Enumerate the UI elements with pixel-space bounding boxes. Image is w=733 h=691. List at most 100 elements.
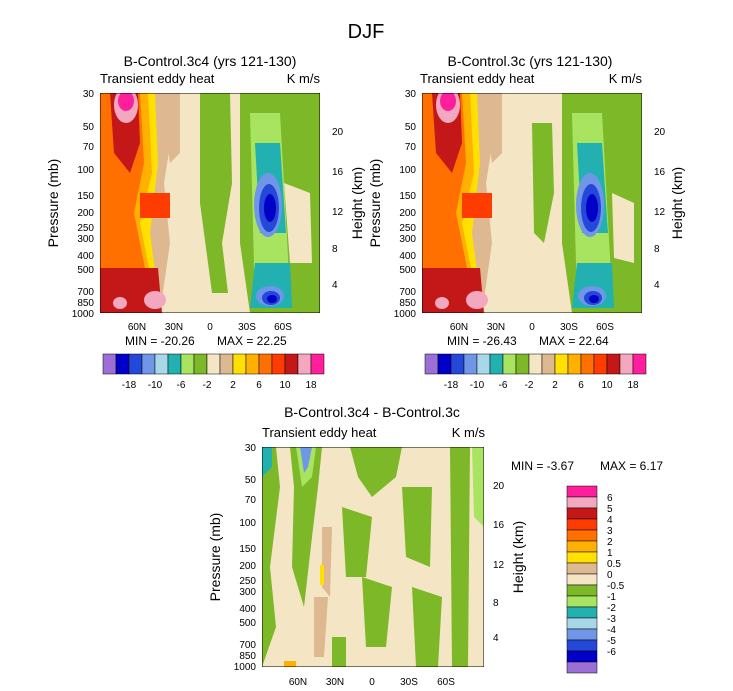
pressure-tick: 1000 <box>234 662 257 673</box>
pressure-tick: 400 <box>399 251 416 262</box>
pressure-tick: 50 <box>83 122 95 133</box>
pressure-tick: 150 <box>239 544 256 555</box>
pressure-tick: 700 <box>239 640 256 651</box>
colorbar-label: 1 <box>607 548 613 559</box>
pressure-tick: 200 <box>239 561 256 572</box>
height-tick: 12 <box>332 207 344 218</box>
lat-tick: 60S <box>596 322 614 333</box>
colorbar-label: 6 <box>607 493 613 504</box>
lat-tick: 30S <box>560 322 578 333</box>
pressure-tick: 70 <box>245 495 257 506</box>
colorbar-label: -2 <box>203 380 212 391</box>
pressure-tick: 30 <box>405 89 417 100</box>
pressure-tick: 850 <box>399 298 416 309</box>
panel-1-colorbar: -18 -10 -6 -2 2 6 10 18 <box>102 353 325 391</box>
colorbar-label: -6 <box>177 380 186 391</box>
lat-tick: 60N <box>450 322 468 333</box>
pressure-tick: 100 <box>77 165 94 176</box>
colorbar-label: 0 <box>607 570 613 581</box>
pressure-tick: 70 <box>83 142 95 153</box>
colorbar-label: 6 <box>256 380 262 391</box>
panel-1-yticks: 30 50 70 100 150 200 250 300 400 500 700… <box>72 89 95 320</box>
pressure-tick: 150 <box>399 191 416 202</box>
panel-3: B-Control.3c4 - B-Control.3c Transient e… <box>207 404 663 688</box>
colorbar-label: -5 <box>607 636 616 647</box>
pressure-tick: 300 <box>399 234 416 245</box>
height-tick: 8 <box>493 598 499 609</box>
height-tick: 20 <box>493 481 505 492</box>
pressure-tick: 400 <box>77 251 94 262</box>
pressure-tick: 250 <box>239 576 256 587</box>
pressure-tick: 70 <box>405 142 417 153</box>
pressure-tick: 1000 <box>394 309 417 320</box>
colorbar-label: -10 <box>470 380 485 391</box>
height-tick: 4 <box>493 633 499 644</box>
pressure-tick: 250 <box>77 223 94 234</box>
height-tick: 20 <box>654 127 666 138</box>
pressure-tick: 30 <box>245 443 257 454</box>
panel-1: B-Control.3c4 (yrs 121-130) Transient ed… <box>45 53 365 391</box>
height-tick: 16 <box>332 167 344 178</box>
colorbar-label: 6 <box>578 380 584 391</box>
lat-tick: 30S <box>238 322 256 333</box>
colorbar-label: -0.5 <box>607 581 625 592</box>
height-tick: 16 <box>654 167 666 178</box>
colorbar-label: 4 <box>607 515 613 526</box>
lat-tick: 60S <box>437 677 455 688</box>
lat-tick: 30S <box>400 677 418 688</box>
colorbar-label: 2 <box>230 380 236 391</box>
colorbar-label: 0.5 <box>607 559 621 570</box>
colorbar-label: -6 <box>499 380 508 391</box>
pressure-tick: 200 <box>77 208 94 219</box>
pressure-tick: 1000 <box>72 309 95 320</box>
pressure-tick: 50 <box>405 122 417 133</box>
panel-1-y2label: Height (km) <box>349 167 365 239</box>
pressure-tick: 250 <box>399 223 416 234</box>
pressure-tick: 500 <box>399 265 416 276</box>
colorbar-label: 10 <box>601 380 613 391</box>
colorbar-label: 5 <box>607 504 613 515</box>
lat-tick: 30N <box>326 677 344 688</box>
panel-2-units: K m/s <box>609 71 643 86</box>
pressure-tick: 850 <box>239 651 256 662</box>
panel-1-plot <box>100 93 320 313</box>
lat-tick: 60S <box>274 322 292 333</box>
lat-tick: 60N <box>128 322 146 333</box>
panel-3-yticks: 30 50 70 100 150 200 250 300 400 500 700… <box>234 443 257 673</box>
height-tick: 8 <box>332 244 338 255</box>
panel-2-colorbar: -18 -10 -6 -2 2 6 10 18 <box>424 353 647 391</box>
height-tick: 12 <box>654 207 666 218</box>
pressure-tick: 500 <box>77 265 94 276</box>
panel-2-ylabel: Pressure (mb) <box>367 159 383 248</box>
panel-2-yticks: 30 50 70 100 150 200 250 300 400 500 700… <box>394 89 417 320</box>
panel-1-min: MIN = -20.26 <box>125 334 195 348</box>
colorbar-label: 18 <box>627 380 639 391</box>
panel-1-title: B-Control.3c4 (yrs 121-130) <box>124 53 297 69</box>
page-title: DJF <box>348 21 385 43</box>
height-tick: 12 <box>493 560 505 571</box>
pressure-tick: 200 <box>399 208 416 219</box>
panel-2-y2label: Height (km) <box>669 167 685 239</box>
colorbar-label: -6 <box>607 647 616 658</box>
panel-2-plot <box>422 93 642 313</box>
height-tick: 4 <box>332 280 338 291</box>
lat-tick: 30N <box>487 322 505 333</box>
height-tick: 8 <box>654 244 660 255</box>
panel-2: B-Control.3c (yrs 121-130) Transient edd… <box>367 53 685 391</box>
panel-3-ylabel: Pressure (mb) <box>207 513 223 602</box>
colorbar-label: -18 <box>444 380 459 391</box>
colorbar-label: 10 <box>279 380 291 391</box>
colorbar-label: 2 <box>607 537 613 548</box>
colorbar-label: -2 <box>607 603 616 614</box>
pressure-tick: 100 <box>399 165 416 176</box>
pressure-tick: 50 <box>245 475 257 486</box>
panel-3-plot <box>262 447 484 667</box>
panel-3-xticks: 60N 30N 0 30S 60S <box>289 677 455 688</box>
colorbar-label: -2 <box>525 380 534 391</box>
panel-3-units: K m/s <box>452 425 486 440</box>
panel-2-height-ticks: 20 16 12 8 4 <box>654 127 666 291</box>
panel-2-variable: Transient eddy heat <box>420 71 535 86</box>
pressure-tick: 300 <box>239 587 256 598</box>
panel-3-colorbar: 6 5 4 3 2 1 0.5 0 -0.5 -1 -2 -3 -4 -5 -6 <box>566 485 625 674</box>
